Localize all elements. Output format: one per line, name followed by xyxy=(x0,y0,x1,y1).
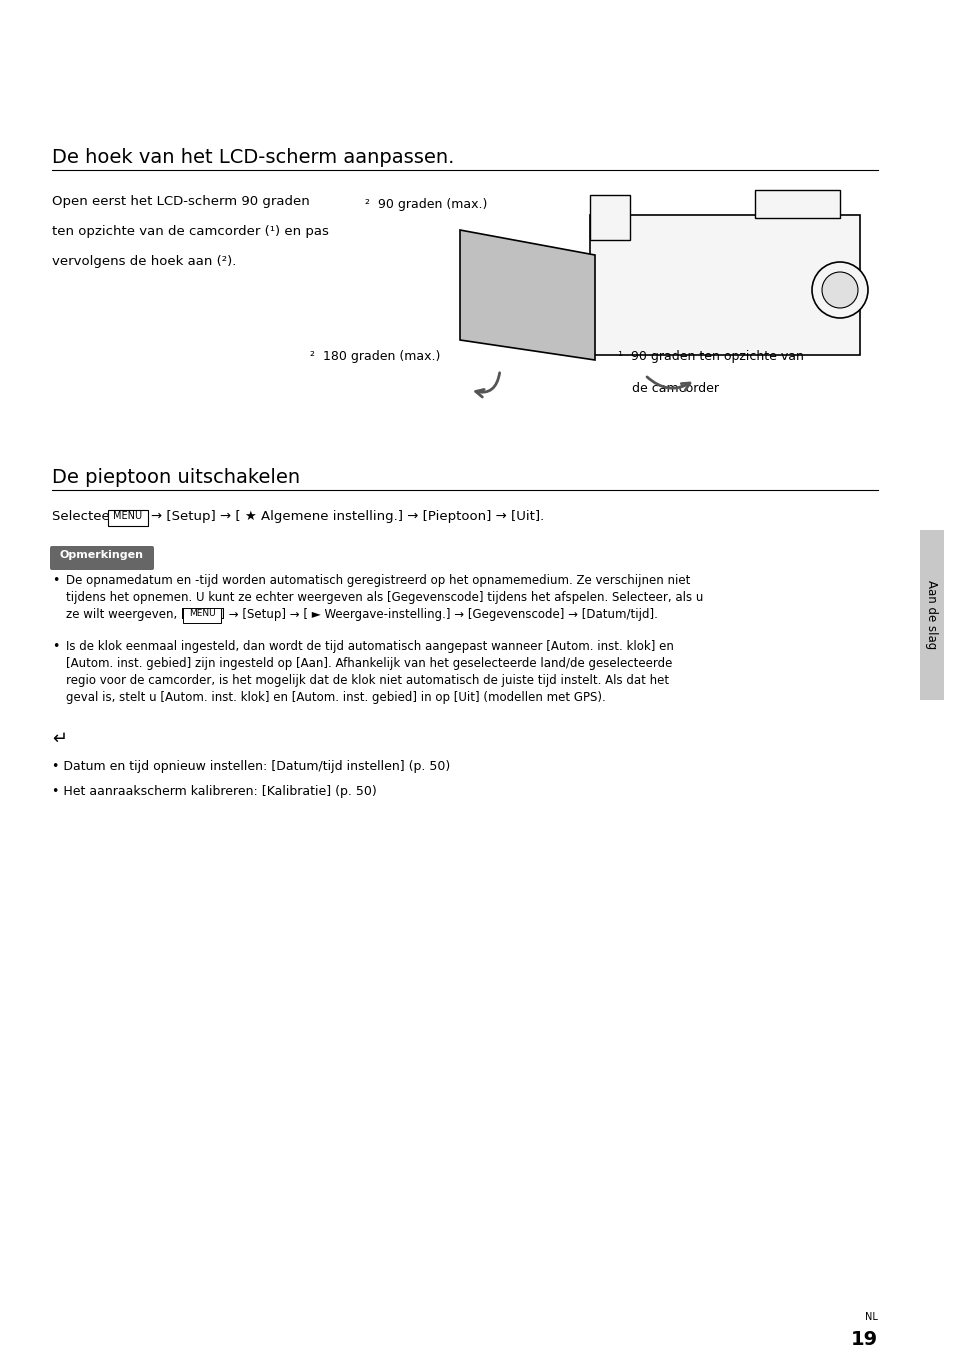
FancyArrowPatch shape xyxy=(476,373,499,398)
Polygon shape xyxy=(754,190,840,218)
Text: ↵: ↵ xyxy=(52,730,67,748)
FancyArrowPatch shape xyxy=(646,377,689,391)
FancyBboxPatch shape xyxy=(919,531,943,700)
Text: vervolgens de hoek aan (²).: vervolgens de hoek aan (²). xyxy=(52,255,236,267)
Polygon shape xyxy=(459,229,595,360)
Text: de camcorder: de camcorder xyxy=(631,383,719,395)
FancyBboxPatch shape xyxy=(183,608,221,623)
Text: MENU: MENU xyxy=(189,609,215,617)
Text: ten opzichte van de camcorder (¹) en pas: ten opzichte van de camcorder (¹) en pas xyxy=(52,225,329,237)
FancyBboxPatch shape xyxy=(108,510,148,527)
Text: Open eerst het LCD-scherm 90 graden: Open eerst het LCD-scherm 90 graden xyxy=(52,195,310,208)
Text: Opmerkingen: Opmerkingen xyxy=(60,550,144,560)
Text: [Autom. inst. gebied] zijn ingesteld op [Aan]. Afhankelijk van het geselecteerde: [Autom. inst. gebied] zijn ingesteld op … xyxy=(66,657,672,670)
Polygon shape xyxy=(589,195,629,240)
Text: Aan de slag: Aan de slag xyxy=(924,581,938,650)
Text: ²  180 graden (max.): ² 180 graden (max.) xyxy=(310,350,440,364)
Text: 19: 19 xyxy=(850,1330,877,1349)
Text: ¹  90 graden ten opzichte van: ¹ 90 graden ten opzichte van xyxy=(618,350,803,364)
Polygon shape xyxy=(589,214,859,356)
Text: • Datum en tijd opnieuw instellen: [Datum/tijd instellen] (p. 50): • Datum en tijd opnieuw instellen: [Datu… xyxy=(52,760,450,773)
Text: De pieptoon uitschakelen: De pieptoon uitschakelen xyxy=(52,468,300,487)
Text: Selecteer: Selecteer xyxy=(52,510,119,522)
Text: geval is, stelt u [Autom. inst. klok] en [Autom. inst. gebied] in op [Uit] (mode: geval is, stelt u [Autom. inst. klok] en… xyxy=(66,691,605,704)
Text: •: • xyxy=(52,641,59,653)
Text: De opnamedatum en -tijd worden automatisch geregistreerd op het opnamemedium. Ze: De opnamedatum en -tijd worden automatis… xyxy=(66,574,690,588)
Text: NL: NL xyxy=(864,1312,877,1322)
Text: → [Setup] → [ ★ Algemene instelling.] → [Pieptoon] → [Uit].: → [Setup] → [ ★ Algemene instelling.] → … xyxy=(151,510,543,522)
Text: •: • xyxy=(52,574,59,588)
Circle shape xyxy=(821,271,857,308)
Circle shape xyxy=(811,262,867,318)
Text: ²  90 graden (max.): ² 90 graden (max.) xyxy=(365,198,487,210)
Text: • Het aanraakscherm kalibreren: [Kalibratie] (p. 50): • Het aanraakscherm kalibreren: [Kalibra… xyxy=(52,784,376,798)
Text: Is de klok eenmaal ingesteld, dan wordt de tijd automatisch aangepast wanneer [A: Is de klok eenmaal ingesteld, dan wordt … xyxy=(66,641,673,653)
Text: MENU: MENU xyxy=(113,512,142,521)
Text: ze wilt weergeven, [MENU] → [Setup] → [ ► Weergave-instelling.] → [Gegevenscode]: ze wilt weergeven, [MENU] → [Setup] → [ … xyxy=(66,608,658,622)
Text: De hoek van het LCD-scherm aanpassen.: De hoek van het LCD-scherm aanpassen. xyxy=(52,148,454,167)
Text: regio voor de camcorder, is het mogelijk dat de klok niet automatisch de juiste : regio voor de camcorder, is het mogelijk… xyxy=(66,674,668,687)
FancyBboxPatch shape xyxy=(50,546,153,570)
Text: tijdens het opnemen. U kunt ze echter weergeven als [Gegevenscode] tijdens het a: tijdens het opnemen. U kunt ze echter we… xyxy=(66,592,702,604)
